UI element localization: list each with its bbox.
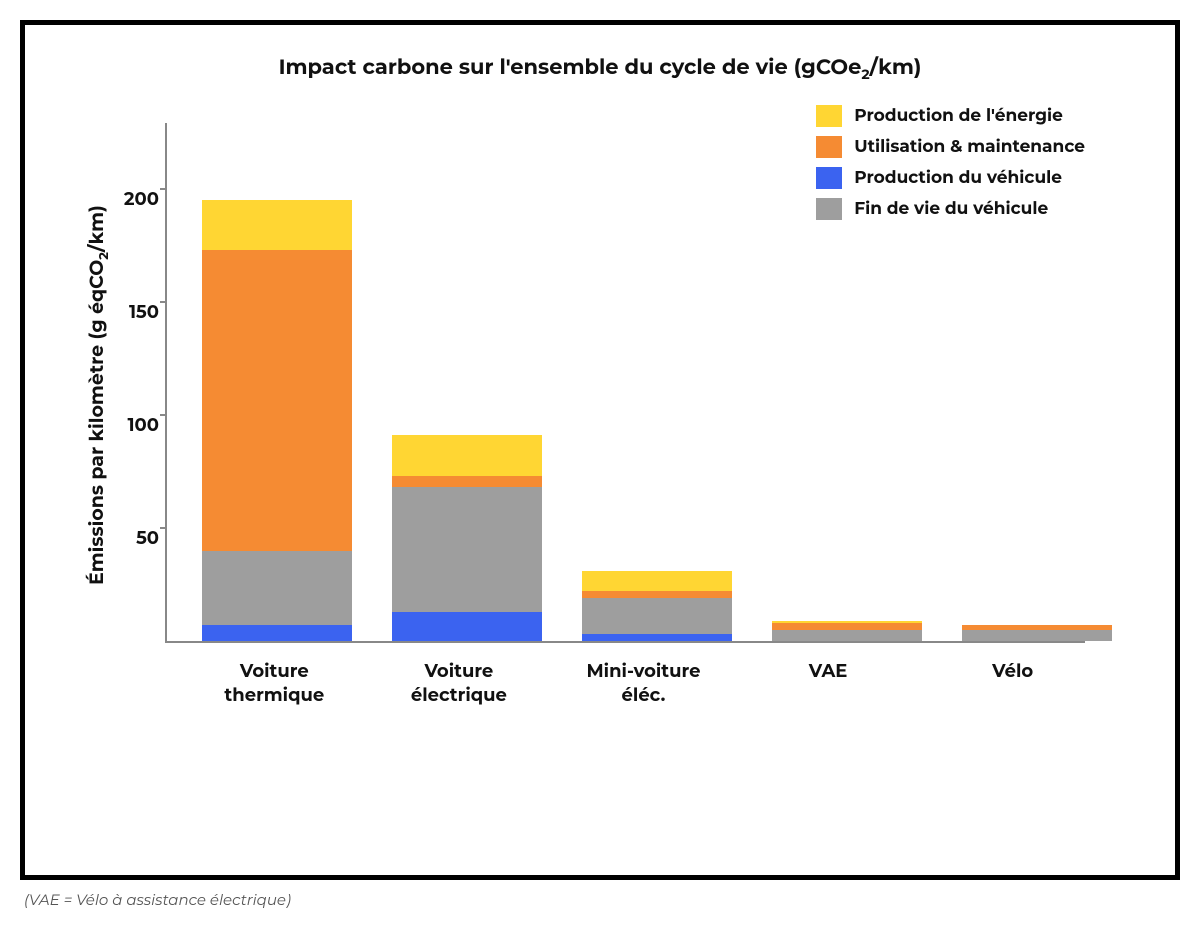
x-tick-label: VAE [756, 659, 901, 708]
bars-container [167, 123, 1085, 641]
bar-segment-production_vehicule [392, 612, 542, 641]
bar-column [202, 200, 352, 641]
chart-area: VoiturethermiqueVoitureélectriqueMini-vo… [165, 123, 1125, 643]
bar-segment-utilisation [392, 476, 542, 487]
title-suffix: /km) [870, 55, 922, 80]
bar-segment-production_energie [582, 571, 732, 591]
bar-segment-utilisation [582, 591, 732, 598]
bar-segment-utilisation [772, 623, 922, 630]
y-tick-label: 200 [109, 188, 159, 210]
x-tick-label: Voitureélectrique [387, 659, 532, 708]
bar-segment-utilisation [202, 250, 352, 551]
bar-segment-production_energie [202, 200, 352, 250]
y-tick-mark [160, 414, 167, 416]
y-tick-mark [160, 188, 167, 190]
ylabel-suffix: /km) [85, 205, 108, 252]
plot-region: VoiturethermiqueVoitureélectriqueMini-vo… [165, 123, 1085, 643]
x-labels-container: Voiturethermique Voitureélectrique Mini-vo… [167, 659, 1085, 708]
chart-title: Impact carbone sur l'ensemble du cycle d… [55, 55, 1145, 83]
bar-segment-production_vehicule [582, 634, 732, 641]
bar [202, 200, 352, 641]
bar-segment-production_energie [392, 435, 542, 476]
bar-segment-fin_de_vie [582, 598, 732, 634]
chart-frame: Impact carbone sur l'ensemble du cycle d… [20, 20, 1180, 880]
bar-segment-fin_de_vie [202, 551, 352, 626]
bar [582, 571, 732, 641]
bar-column [962, 625, 1112, 641]
x-tick-label: Voiturethermique [202, 659, 347, 708]
y-tick-label: 100 [109, 414, 159, 436]
bar-segment-fin_de_vie [772, 630, 922, 641]
bar [772, 621, 922, 641]
x-tick-label: Vélo [940, 659, 1085, 708]
y-axis-label: Émissions par kilomètre (g éqCO2/km) [85, 205, 112, 585]
ylabel-prefix: Émissions par kilomètre (g éqCO [85, 260, 108, 585]
bar-segment-fin_de_vie [962, 630, 1112, 641]
y-tick-label: 50 [109, 527, 159, 549]
title-sub: 2 [861, 65, 869, 83]
bar-segment-fin_de_vie [392, 487, 542, 611]
bar-column [772, 621, 922, 641]
bar-column [392, 435, 542, 641]
ylabel-sub: 2 [96, 252, 112, 260]
y-tick-label: 150 [109, 301, 159, 323]
footnote: (VAE = Vélo à assistance électrique) [24, 890, 1180, 909]
y-tick-mark [160, 301, 167, 303]
title-prefix: Impact carbone sur l'ensemble du cycle d… [279, 55, 862, 80]
bar-column [582, 571, 732, 641]
bar [962, 625, 1112, 641]
bar-segment-production_vehicule [202, 625, 352, 641]
y-tick-mark [160, 527, 167, 529]
bar [392, 435, 542, 641]
x-tick-label: Mini-voitureéléc. [571, 659, 716, 708]
